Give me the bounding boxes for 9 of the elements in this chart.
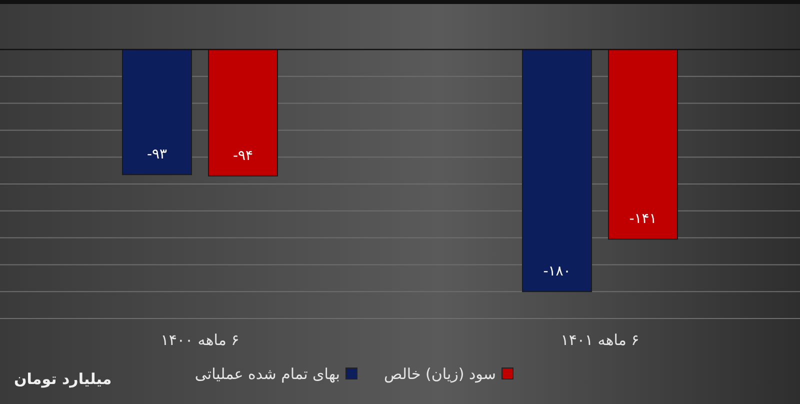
legend-label: بهای تمام شده عملیاتی — [194, 365, 340, 383]
x-tick-label: ۶ ماهه ۱۴۰۱ — [560, 331, 640, 349]
data-label: -۱۸۰ — [543, 264, 571, 280]
data-label: -۱۴۱ — [629, 211, 657, 228]
legend-label: سود (زیان) خالص — [384, 365, 496, 383]
x-tick-label: ۶ ماهه ۱۴۰۰ — [160, 331, 240, 349]
data-label: -۹۳ — [146, 146, 168, 163]
data-label: -۹۴ — [232, 148, 254, 164]
text: میلیارد تومان — [14, 370, 112, 388]
